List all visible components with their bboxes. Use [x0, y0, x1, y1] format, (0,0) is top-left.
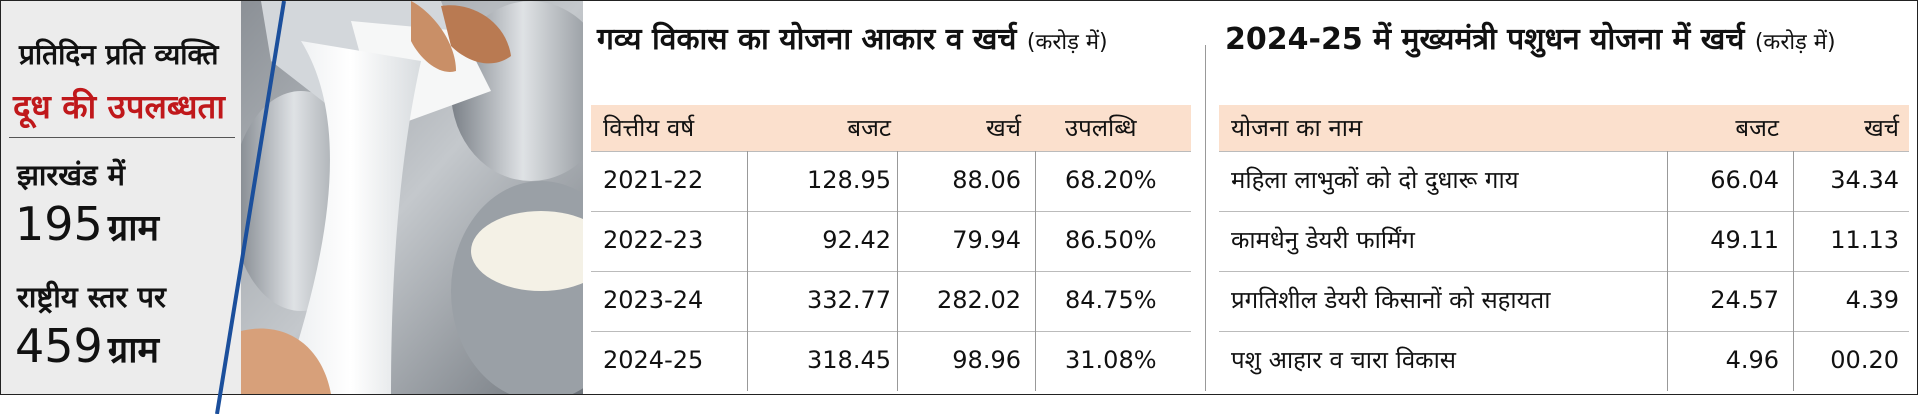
- table2-title: 2024-25 में मुख्यमंत्री पशुधन योजना में …: [1225, 17, 1836, 58]
- table-row: प्रगतिशील डेयरी किसानों को सहायता 24.57 4.…: [1219, 271, 1909, 328]
- state-value: 195: [15, 197, 103, 251]
- national-figure: 459 ग्राम: [15, 319, 159, 373]
- cell-achievement: 84.75%: [1065, 286, 1157, 314]
- table1-title-text: गव्य विकास का योजना आकार व खर्च: [597, 22, 1017, 57]
- cell-achievement: 86.50%: [1065, 226, 1157, 254]
- table-row: 2021-22 128.95 88.06 68.20%: [591, 151, 1191, 208]
- table1-header-year: वित्तीय वर्ष: [603, 114, 695, 142]
- table-row: महिला लाभुकों को दो दुधारू गाय 66.04 34.34: [1219, 151, 1909, 208]
- table2-header-budget: बजट: [1735, 114, 1779, 142]
- table2-divider: [1793, 151, 1794, 391]
- cell-scheme: महिला लाभुकों को दो दुधारू गाय: [1231, 166, 1519, 194]
- state-label: झारखंड में: [17, 158, 125, 192]
- table2-divider: [1667, 151, 1668, 391]
- table-row: पशु आहार व चारा विकास 4.96 00.20: [1219, 331, 1909, 388]
- table1-unit: (करोड़ में): [1026, 30, 1108, 55]
- table-cm-livestock-scheme: 2024-25 में मुख्यमंत्री पशुधन योजना में …: [1211, 1, 1917, 394]
- table1-divider: [1035, 151, 1036, 391]
- cell-budget: 24.57: [1710, 286, 1779, 314]
- milk-availability-panel: प्रतिदिन प्रति व्यक्ति दूध की उपलब्धता झ…: [1, 1, 241, 394]
- table-row: 2022-23 92.42 79.94 86.50%: [591, 211, 1191, 268]
- cell-year: 2023-24: [603, 286, 704, 314]
- national-value: 459: [15, 319, 103, 373]
- table2-title-text: 2024-25 में मुख्यमंत्री पशुधन योजना में …: [1225, 22, 1745, 57]
- cell-spent: 00.20: [1830, 346, 1899, 374]
- table-row: कामधेनु डेयरी फार्मिंग 49.11 11.13: [1219, 211, 1909, 268]
- table2-header-scheme: योजना का नाम: [1231, 114, 1363, 142]
- table1-title: गव्य विकास का योजना आकार व खर्च (करोड़ म…: [597, 17, 1108, 58]
- cell-spent: 98.96: [952, 346, 1021, 374]
- table1-header-spent: खर्च: [986, 114, 1021, 142]
- table-row: 2024-25 318.45 98.96 31.08%: [591, 331, 1191, 388]
- state-unit: ग्राम: [107, 208, 160, 249]
- cell-spent: 4.39: [1845, 286, 1899, 314]
- cell-year: 2024-25: [603, 346, 704, 374]
- table-dairy-budget: गव्य विकास का योजना आकार व खर्च (करोड़ म…: [583, 1, 1203, 394]
- cell-budget: 318.45: [807, 346, 891, 374]
- national-unit: ग्राम: [107, 330, 160, 371]
- cell-spent: 34.34: [1830, 166, 1899, 194]
- cell-budget: 4.96: [1725, 346, 1779, 374]
- table1-header-budget: बजट: [847, 114, 891, 142]
- state-figure: 195 ग्राम: [15, 197, 159, 251]
- table1-divider: [747, 151, 748, 391]
- table2-unit: (करोड़ में): [1754, 30, 1836, 55]
- cell-scheme: पशु आहार व चारा विकास: [1231, 346, 1457, 374]
- table2-header-spent: खर्च: [1864, 114, 1899, 142]
- cell-spent: 88.06: [952, 166, 1021, 194]
- table1-header: वित्तीय वर्ष बजट खर्च उपलब्धि: [591, 105, 1191, 151]
- cell-spent: 282.02: [937, 286, 1021, 314]
- caption-red: दूध की उपलब्धता: [13, 87, 225, 126]
- caption: प्रतिदिन प्रति व्यक्ति: [19, 38, 219, 71]
- table-row: 2023-24 332.77 282.02 84.75%: [591, 271, 1191, 328]
- cell-budget: 332.77: [807, 286, 891, 314]
- milk-pouring-photo: [241, 1, 583, 394]
- cell-budget: 128.95: [807, 166, 891, 194]
- table1-header-achievement: उपलब्धि: [1065, 114, 1137, 142]
- cell-spent: 79.94: [952, 226, 1021, 254]
- cell-scheme: कामधेनु डेयरी फार्मिंग: [1231, 226, 1415, 254]
- cell-budget: 92.42: [822, 226, 891, 254]
- table2-header: योजना का नाम बजट खर्च: [1219, 105, 1909, 151]
- cell-achievement: 31.08%: [1065, 346, 1157, 374]
- divider: [9, 137, 235, 138]
- cell-achievement: 68.20%: [1065, 166, 1157, 194]
- table1-divider: [897, 151, 898, 391]
- milk-photo-illustration: [241, 1, 583, 394]
- national-label: राष्ट्रीय स्तर पर: [17, 280, 166, 314]
- cell-budget: 66.04: [1710, 166, 1779, 194]
- cell-budget: 49.11: [1710, 226, 1779, 254]
- cell-year: 2021-22: [603, 166, 704, 194]
- panel-separator: [1205, 45, 1206, 391]
- cell-spent: 11.13: [1830, 226, 1899, 254]
- cell-scheme: प्रगतिशील डेयरी किसानों को सहायता: [1231, 286, 1551, 314]
- cell-year: 2022-23: [603, 226, 704, 254]
